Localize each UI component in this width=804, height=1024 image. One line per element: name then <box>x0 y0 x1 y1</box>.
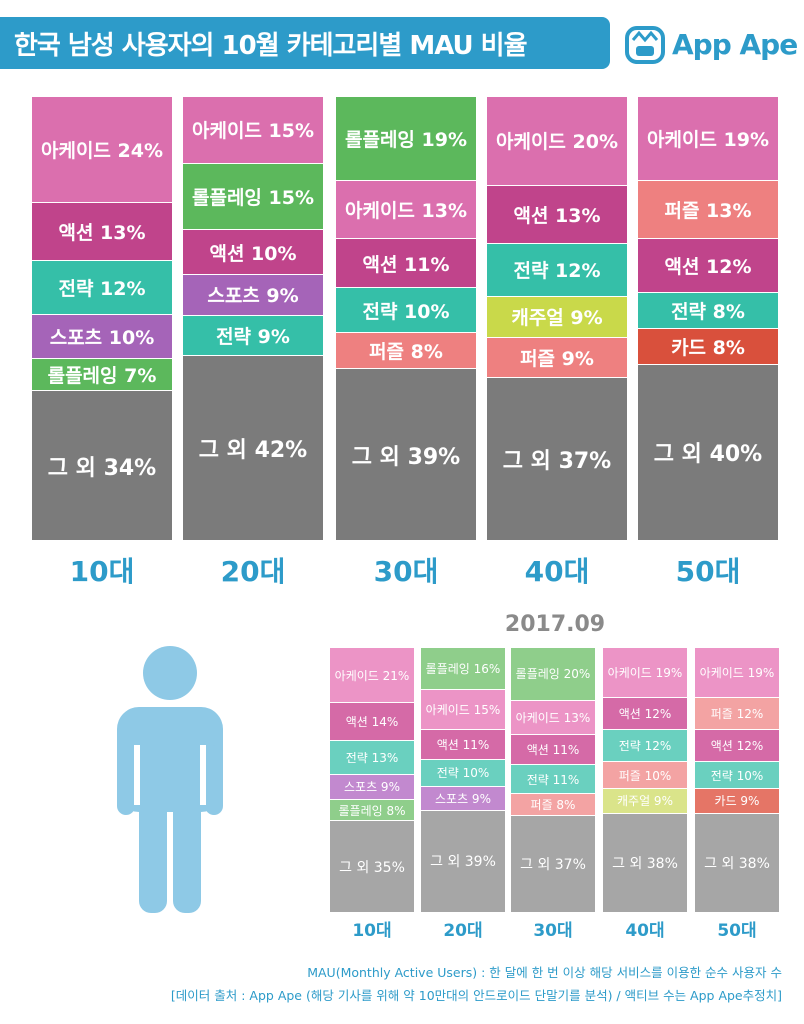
bar-segment: 액션 12% <box>603 698 687 731</box>
bar-segment: 아케이드 13% <box>511 700 595 736</box>
bar-segment: 액션 13% <box>487 185 627 244</box>
x-tick-label: 40대 <box>625 921 665 941</box>
bar-segment: 그 외 42% <box>183 356 323 540</box>
bar-segment: 카드 8% <box>638 328 778 365</box>
bar-segment: 아케이드 15% <box>421 690 505 731</box>
male-person-icon <box>117 646 223 915</box>
bar-segment: 액션 13% <box>32 203 172 262</box>
stacked-bar-20대: 아케이드 15% 롤플레잉 15% 액션 10% 스포츠 9% 전략 9% 그 외 42% <box>183 97 323 540</box>
x-tick-label: 30대 <box>373 555 439 588</box>
bar-segment: 액션 10% <box>183 230 323 276</box>
x-tick-label: 30대 <box>533 921 573 941</box>
bar-segment: 액션 12% <box>695 730 779 763</box>
bar-segment: 롤플레잉 8% <box>330 799 414 822</box>
bar-segment: 캐주얼 9% <box>603 789 687 814</box>
logo-text: App Ape <box>672 27 798 61</box>
bar-segment: 전략 10% <box>421 759 505 787</box>
bar-segment: 전략 12% <box>603 730 687 763</box>
bar-segment: 액션 11% <box>511 735 595 765</box>
bar-segment: 그 외 37% <box>487 377 627 540</box>
bar-segment: 액션 12% <box>638 239 778 293</box>
x-tick-label: 10대 <box>69 555 135 588</box>
bar-segment: 퍼즐 8% <box>511 794 595 817</box>
stacked-bar-30대: 롤플레잉 20% 아케이드 13% 액션 11% 전략 11% 퍼즐 8% 그 외 37% <box>511 648 595 912</box>
bar-segment: 카드 9% <box>695 789 779 814</box>
stacked-bar-30대: 롤플레잉 19% 아케이드 13% 액션 11% 전략 10% 퍼즐 8% 그 외 39% <box>336 97 476 540</box>
bar-segment: 그 외 39% <box>421 810 505 912</box>
stacked-bar-50대: 아케이드 19% 퍼즐 13% 액션 12% 전략 8% 카드 8% 그 외 40% <box>638 97 778 541</box>
bar-segment: 전략 12% <box>487 243 627 298</box>
bar-segment: 아케이드 15% <box>183 97 323 164</box>
data-source: [데이터 출처 : App Ape (해당 기사를 위해 약 10만대의 안드로… <box>170 988 782 1003</box>
bar-segment: 그 외 38% <box>603 813 687 912</box>
bar-segment: 아케이드 13% <box>336 181 476 240</box>
bar-segment: 롤플레잉 16% <box>421 648 505 691</box>
bar-segment: 캐주얼 9% <box>487 297 627 338</box>
bar-segment: 아케이드 24% <box>32 97 172 204</box>
bar-segment: 롤플레잉 19% <box>336 97 476 182</box>
bar-segment: 그 외 40% <box>638 364 778 541</box>
bar-segment: 롤플레잉 7% <box>32 359 172 392</box>
app-ape-logo: App Ape <box>624 22 798 66</box>
bar-segment: 전략 11% <box>511 764 595 795</box>
x-tick-label: 50대 <box>675 555 741 588</box>
page-title: 한국 남성 사용자의 10월 카테고리별 MAU 비율 <box>0 17 610 69</box>
bar-segment: 퍼즐 13% <box>638 181 778 240</box>
x-tick-label: 50대 <box>717 921 757 941</box>
bar-segment: 롤플레잉 15% <box>183 163 323 231</box>
x-tick-label: 40대 <box>524 555 590 588</box>
bar-segment: 아케이드 20% <box>487 97 627 186</box>
x-tick-label: 10대 <box>352 921 392 941</box>
bar-segment: 아케이드 19% <box>638 97 778 182</box>
bar-segment: 전략 9% <box>183 315 323 357</box>
bar-segment: 액션 14% <box>330 703 414 741</box>
ape-face-icon <box>625 26 665 64</box>
stacked-bar-50대: 아케이드 19% 퍼즐 12% 액션 12% 전략 10% 카드 9% 그 외 38% <box>695 648 779 912</box>
bar-segment: 그 외 39% <box>336 369 476 540</box>
x-tick-label: 20대 <box>443 921 483 941</box>
bar-segment: 롤플레잉 20% <box>511 648 595 701</box>
stacked-bar-20대: 롤플레잉 16% 아케이드 15% 액션 11% 전략 10% 스포츠 9% 그 외 39… <box>421 648 505 912</box>
bar-segment: 아케이드 19% <box>695 648 779 699</box>
stacked-bar-40대: 아케이드 19% 액션 12% 전략 12% 퍼즐 10% 캐주얼 9% 그 외 38% <box>603 648 687 912</box>
bar-segment: 전략 12% <box>32 261 172 315</box>
bar-segment: 스포츠 9% <box>183 275 323 316</box>
bar-segment: 스포츠 9% <box>421 786 505 811</box>
bar-segment: 액션 11% <box>421 730 505 760</box>
stacked-bar-10대: 아케이드 24% 액션 13% 전략 12% 스포츠 10% 롤플레잉 7% 그 외 34… <box>32 97 172 540</box>
bar-segment: 그 외 37% <box>511 816 595 912</box>
stacked-bar-40대: 아케이드 20% 액션 13% 전략 12% 캐주얼 9% 퍼즐 9% 그 외 37% <box>487 97 627 540</box>
chart-title-2017-09: 2017.09 <box>504 612 606 637</box>
mau-definition: MAU(Monthly Active Users) : 한 달에 한 번 이상 … <box>307 965 782 980</box>
bar-segment: 액션 11% <box>336 239 476 289</box>
stacked-bar-10대: 아케이드 21% 액션 14% 전략 13% 스포츠 9% 롤플레잉 8% 그 외 35% <box>330 648 414 913</box>
bar-segment: 그 외 38% <box>695 813 779 912</box>
bar-segment: 스포츠 10% <box>32 314 172 360</box>
x-tick-label: 20대 <box>220 555 286 588</box>
bar-segment: 그 외 34% <box>32 391 172 540</box>
bar-segment: 아케이드 19% <box>603 648 687 699</box>
bar-segment: 퍼즐 9% <box>487 337 627 378</box>
bar-segment: 아케이드 21% <box>330 648 414 704</box>
bar-segment: 퍼즐 8% <box>336 333 476 370</box>
bar-segment: 스포츠 9% <box>330 775 414 800</box>
bar-segment: 전략 10% <box>336 288 476 334</box>
bar-segment: 퍼즐 12% <box>695 698 779 731</box>
bar-segment: 전략 10% <box>695 762 779 790</box>
bar-segment: 전략 13% <box>330 740 414 776</box>
bar-segment: 전략 8% <box>638 292 778 329</box>
bar-segment: 그 외 35% <box>330 821 414 913</box>
bar-segment: 퍼즐 10% <box>603 762 687 790</box>
